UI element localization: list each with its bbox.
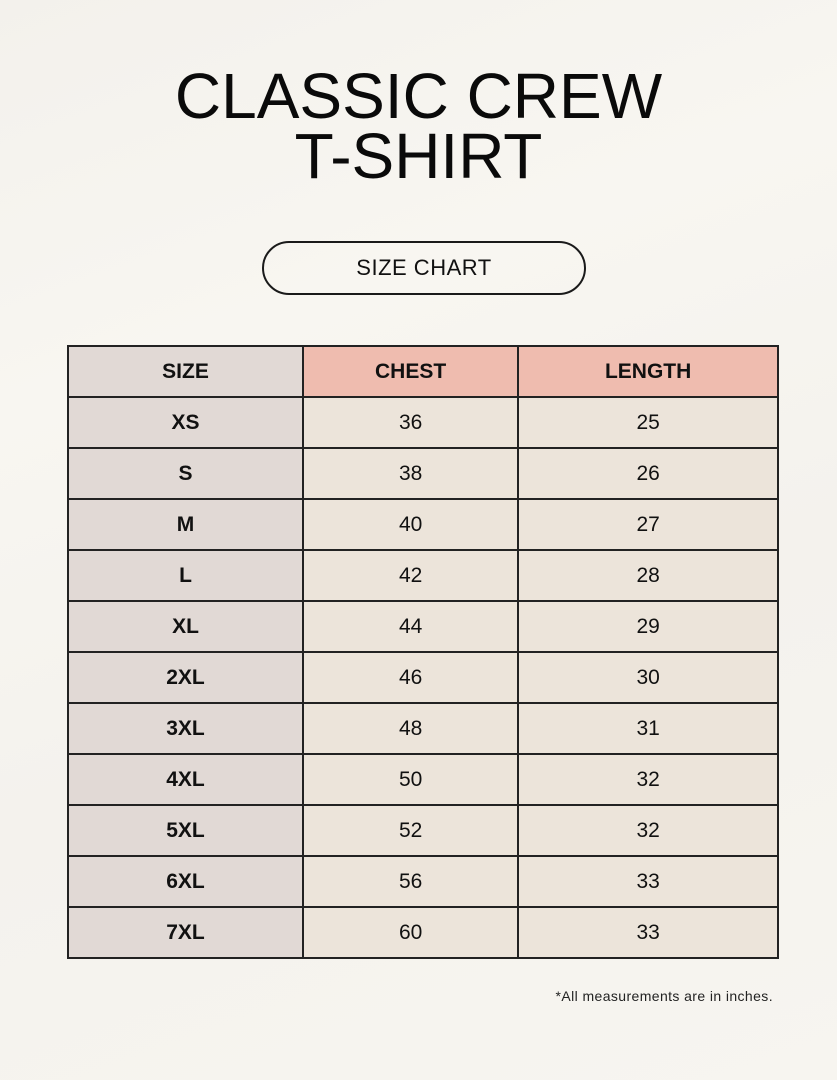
table-cell: 52 (301, 804, 520, 857)
table-cell: M (67, 498, 304, 551)
table-cell: 60 (301, 906, 520, 959)
table-row: 3XL 48 31 (67, 702, 779, 755)
table-cell: 3XL (67, 702, 304, 755)
table-row: S 38 26 (67, 447, 779, 500)
footnote: *All measurements are in inches. (555, 988, 773, 1004)
table-row: 7XL 60 33 (67, 906, 779, 959)
header-row: SIZE CHEST LENGTH (67, 345, 779, 398)
table-cell: L (67, 549, 304, 602)
table-cell: 56 (301, 855, 520, 908)
table-cell: 30 (517, 651, 779, 704)
table-cell: 6XL (67, 855, 304, 908)
size-chart-badge: SIZE CHART (262, 241, 586, 295)
table-cell: XL (67, 600, 304, 653)
header-cell: CHEST (301, 345, 520, 398)
table-row: XS 36 25 (67, 396, 779, 449)
table-cell: 38 (301, 447, 520, 500)
header-cell: LENGTH (517, 345, 779, 398)
table-row: L 42 28 (67, 549, 779, 602)
title-line-1: CLASSIC CREW (174, 60, 663, 132)
table-cell: 4XL (67, 753, 304, 806)
table-cell: S (67, 447, 304, 500)
table-row: M 40 27 (67, 498, 779, 551)
table-cell: 40 (301, 498, 520, 551)
table-cell: 42 (301, 549, 520, 602)
table-row: 4XL 50 32 (67, 753, 779, 806)
table-cell: 32 (517, 753, 779, 806)
table-cell: 32 (517, 804, 779, 857)
table-cell: 33 (517, 906, 779, 959)
table-cell: 33 (517, 855, 779, 908)
table-row: 6XL 56 33 (67, 855, 779, 908)
table-cell: 7XL (67, 906, 304, 959)
table-cell: 44 (301, 600, 520, 653)
table-cell: 48 (301, 702, 520, 755)
table-cell: 2XL (67, 651, 304, 704)
table-cell: 46 (301, 651, 520, 704)
table-row: 5XL 52 32 (67, 804, 779, 857)
table-cell: 29 (517, 600, 779, 653)
table-cell: 28 (517, 549, 779, 602)
table-cell: 5XL (67, 804, 304, 857)
header-cell: SIZE (67, 345, 304, 398)
table-cell: 27 (517, 498, 779, 551)
size-table: SIZE CHEST LENGTH XS 36 25 S 38 26 M 40 27 L 42 28 XL 44… (67, 345, 779, 959)
page-title: CLASSIC CREW T-SHIRT (0, 60, 837, 192)
table-row: XL 44 29 (67, 600, 779, 653)
table-cell: 26 (517, 447, 779, 500)
table-cell: 25 (517, 396, 779, 449)
table-cell: 31 (517, 702, 779, 755)
table-cell: XS (67, 396, 304, 449)
table-row: 2XL 46 30 (67, 651, 779, 704)
table-cell: 36 (301, 396, 520, 449)
title-line-2: T-SHIRT (294, 120, 543, 192)
table-cell: 50 (301, 753, 520, 806)
